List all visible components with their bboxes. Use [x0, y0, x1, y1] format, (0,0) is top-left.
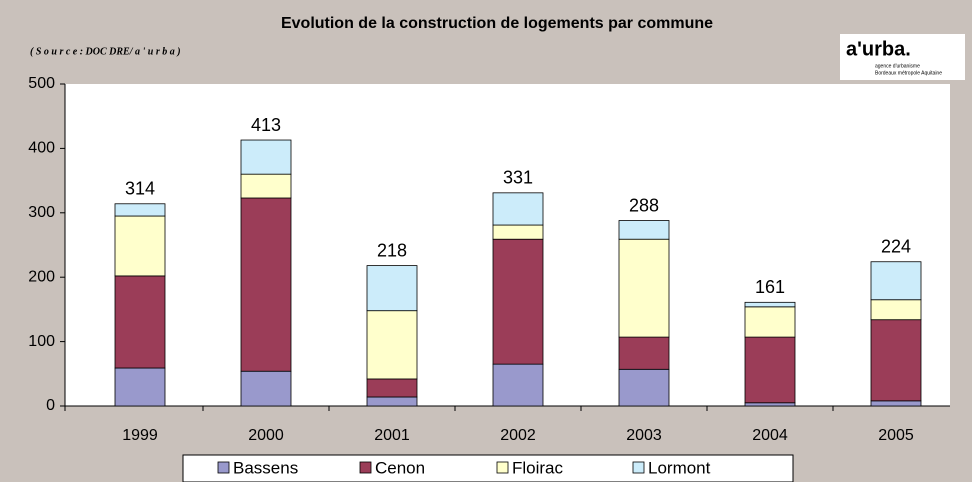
y-tick-label: 500: [28, 75, 55, 92]
bar-segment: [366, 396, 418, 407]
bar-segment: [366, 378, 418, 398]
bar-segment: [870, 319, 922, 402]
bar-segment: [618, 336, 670, 370]
bar-segment: [618, 238, 670, 338]
x-tick-label: 2002: [500, 427, 536, 444]
chart-title: Evolution de la construction de logement…: [281, 15, 713, 32]
total-label: 331: [503, 168, 533, 188]
bar-segment: [744, 306, 796, 338]
bar-segment: [744, 402, 796, 407]
x-tick-label: 2000: [248, 427, 284, 444]
bar-segment: [366, 310, 418, 380]
bar-segment: [492, 192, 544, 226]
bar-segment: [744, 336, 796, 404]
total-label: 413: [251, 115, 281, 135]
bar-segment: [870, 299, 922, 321]
x-tick-label: 1999: [122, 427, 158, 444]
legend-swatch: [217, 461, 230, 474]
bar-segment: [114, 367, 166, 407]
bar-segment: [492, 224, 544, 240]
bar-segment: [744, 301, 796, 308]
y-tick-label: 200: [28, 268, 55, 285]
bar-segment: [618, 220, 670, 240]
bar-segment: [240, 197, 292, 372]
x-tick-label: 2003: [626, 427, 662, 444]
x-tick-label: 2001: [374, 427, 410, 444]
total-label: 288: [629, 195, 659, 215]
legend-swatch: [632, 461, 645, 474]
legend-swatch: [496, 461, 509, 474]
total-label: 314: [125, 179, 155, 199]
bar-segment: [492, 363, 544, 407]
x-tick-label: 2005: [878, 427, 914, 444]
logo: a'urba.: [846, 38, 911, 60]
legend-label: Floirac: [512, 458, 564, 477]
logo-line: Bordeaux métropole Aquitaine: [875, 70, 942, 76]
bar-segment: [240, 370, 292, 407]
bar-segment: [114, 275, 166, 369]
logo-box: [840, 34, 965, 80]
y-tick-label: 100: [28, 333, 55, 350]
bar-segment: [240, 173, 292, 199]
bar-segment: [114, 203, 166, 217]
x-tick-label: 2004: [752, 427, 788, 444]
bar-segment: [240, 139, 292, 175]
bar-segment: [366, 265, 418, 312]
y-tick-label: 300: [28, 204, 55, 221]
total-label: 224: [881, 236, 911, 256]
logo-line: agence d'urbanisme: [875, 63, 920, 69]
legend-label: Cenon: [375, 458, 425, 477]
legend-label: Bassens: [233, 458, 298, 477]
y-tick-label: 400: [28, 140, 55, 157]
bar-segment: [870, 400, 922, 407]
legend-swatch: [359, 461, 372, 474]
bar-segment: [870, 261, 922, 301]
total-label: 161: [755, 277, 785, 297]
bar-segment: [618, 368, 670, 407]
bar-segment: [492, 238, 544, 365]
legend: [182, 454, 794, 482]
y-tick-label: 0: [46, 397, 55, 414]
legend-label: Lormont: [648, 458, 711, 477]
chart-subtitle: ( S o u r c e : DOC DRE/ a ' u r b a ): [30, 46, 181, 57]
total-label: 218: [377, 240, 407, 260]
bar-segment: [114, 215, 166, 277]
